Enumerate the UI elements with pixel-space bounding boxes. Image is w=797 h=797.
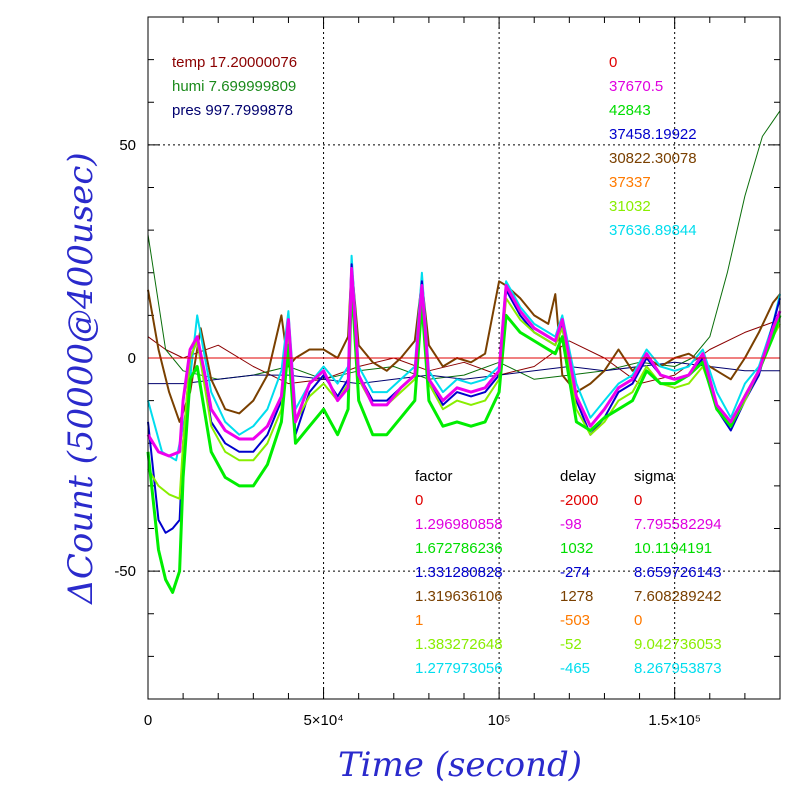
series-line-3 <box>147 263 781 423</box>
table-header-delay: delay <box>560 468 596 485</box>
table-cell-sigma: 8.659726143 <box>634 564 722 581</box>
x-tick-labels: 0 5×10⁴ 10⁵ 1.5×10⁵ <box>144 712 701 729</box>
table-cell-factor: 1.277973056 <box>415 660 503 677</box>
table-cell-delay: -52 <box>560 636 582 653</box>
y-tick-labels: -50 0 50 <box>114 137 136 580</box>
table-cell-sigma: 8.267953873 <box>634 660 722 677</box>
table-cell-sigma: 0 <box>634 492 642 509</box>
y-tick-label-1: 0 <box>128 350 136 367</box>
series-line-8 <box>146 267 782 458</box>
y-tick-label-0: -50 <box>114 563 136 580</box>
offset-entry-4: 30822.30078 <box>609 150 697 167</box>
table-cell-delay: 1278 <box>560 588 593 605</box>
table-cell-sigma: 7.795582294 <box>634 516 722 533</box>
param-table: factor delay sigma 0 -2000 0 1.296980858 -98 7.7… <box>415 468 722 677</box>
table-cell-delay: -98 <box>560 516 582 533</box>
offset-entry-3: 37458.19922 <box>609 126 697 143</box>
x-tick-label-3: 1.5×10⁵ <box>648 712 701 729</box>
plot-frame <box>147 16 781 700</box>
table-cell-factor: 1.672786236 <box>415 540 503 557</box>
x-tick-label-2: 10⁵ <box>488 712 511 729</box>
series-line-4 <box>147 254 781 462</box>
table-cell-sigma: 7.608289242 <box>634 588 722 605</box>
table-cell-factor: 1.331280828 <box>415 564 503 581</box>
series-group <box>146 110 782 594</box>
table-cell-sigma: 10.1194191 <box>634 540 712 557</box>
table-cell-sigma: 0 <box>634 612 642 629</box>
table-cell-delay: -2000 <box>560 492 598 509</box>
table-cell-factor: 1.296980858 <box>415 516 503 533</box>
series-line-2 <box>148 361 780 385</box>
offset-entry-2: 42843 <box>609 102 651 119</box>
y-tick-label-2: 50 <box>119 137 136 154</box>
table-cell-sigma: 9.042736053 <box>634 636 722 653</box>
env-legend-entry-2: pres 997.7999878 <box>172 102 293 119</box>
offset-entry-1: 37670.5 <box>609 78 663 95</box>
table-cell-factor: 0 <box>415 492 423 509</box>
offset-entry-7: 37636.89844 <box>609 222 697 239</box>
offset-entry-0: 0 <box>609 54 617 71</box>
env-legend-entry-0: temp 17.20000076 <box>172 54 297 71</box>
offset-entry-6: 31032 <box>609 198 651 215</box>
table-cell-factor: 1 <box>415 612 423 629</box>
table-cell-factor: 1.319636106 <box>415 588 503 605</box>
table-cell-delay: -274 <box>560 564 590 581</box>
table-cell-factor: 1.383272648 <box>415 636 503 653</box>
table-header-sigma: sigma <box>634 468 675 485</box>
offset-legend: 0 37670.5 42843 37458.19922 30822.30078 37337… <box>609 54 697 239</box>
offset-entry-5: 37337 <box>609 174 651 191</box>
table-cell-delay: -503 <box>560 612 590 629</box>
x-axis-title: Time (second) <box>338 745 582 785</box>
table-header-factor: factor <box>415 468 453 485</box>
x-tick-label-0: 0 <box>144 712 152 729</box>
y-axis-title: ΔCount (50000@400usec) <box>61 152 101 605</box>
x-tick-label-1: 5×10⁴ <box>303 712 343 729</box>
env-legend-entry-1: humi 7.699999809 <box>172 78 296 95</box>
table-cell-delay: -465 <box>560 660 590 677</box>
table-cell-delay: 1032 <box>560 540 593 557</box>
env-legend: temp 17.20000076 humi 7.699999809 pres 997… <box>172 54 297 119</box>
